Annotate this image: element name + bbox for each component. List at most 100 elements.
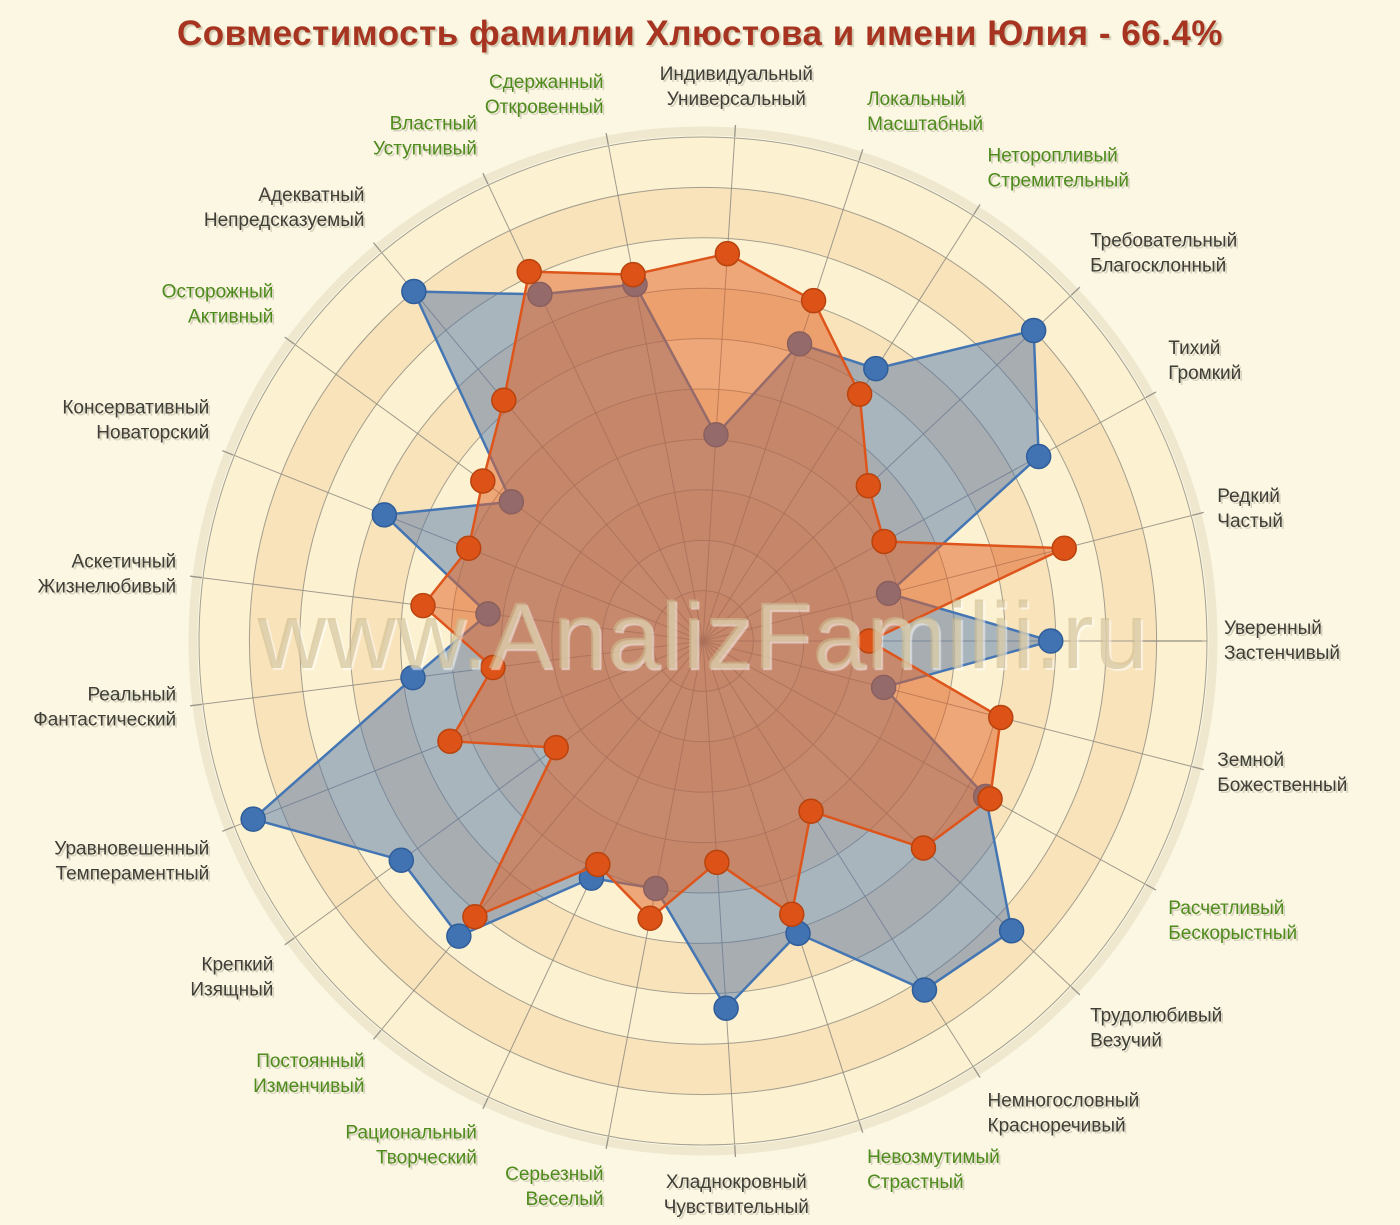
axis-label-8-word2: Бескорыстный xyxy=(1168,923,1298,945)
axis-tick xyxy=(1145,883,1157,891)
axis-tick xyxy=(1070,986,1081,996)
series-orange-point-10 xyxy=(798,798,824,824)
series-blue-point-10 xyxy=(911,977,938,1003)
axis-label-10-word1: Немногословный xyxy=(987,1090,1140,1112)
axis-label-21: Осторожный Активный xyxy=(162,279,274,329)
outer-halo xyxy=(188,126,1218,1156)
series-orange-point-2 xyxy=(846,381,873,407)
axis-label-5-word2: Частый xyxy=(1217,511,1284,533)
series-blue-point-20 xyxy=(371,502,398,528)
axis-tick xyxy=(284,937,295,946)
axis-tick xyxy=(605,133,610,146)
series-orange-point-1 xyxy=(800,287,827,314)
axis-label-13: Серьезный Веселый xyxy=(505,1162,603,1212)
axis-label-10: Немногословный Красноречивый xyxy=(988,1088,1140,1138)
axis-label-0-word2: Универсальный xyxy=(666,89,806,111)
axis-tick xyxy=(222,826,234,832)
axis-tick xyxy=(1070,286,1081,296)
axis-label-17-word2: Темпераментный xyxy=(55,863,210,885)
series-blue-point-17 xyxy=(240,806,266,832)
axis-label-10-word2: Красноречивый xyxy=(987,1115,1126,1137)
axis-label-22-word2: Непредсказуемый xyxy=(203,209,365,231)
axis-label-4-word1: Тихий xyxy=(1168,337,1221,359)
axis-label-3-word2: Благосклонный xyxy=(1090,255,1227,277)
axis-label-12: Хладнокровный Чувствительный xyxy=(664,1170,809,1220)
series-orange-point-23 xyxy=(516,258,542,285)
axis-label-16: Крепкий Изящный xyxy=(190,953,273,1003)
series-blue-point-4 xyxy=(1025,443,1052,470)
axis-label-23: Властный Уступчивый xyxy=(373,111,477,161)
axis-label-15-word1: Постоянный xyxy=(256,1051,365,1073)
axis-tick xyxy=(284,336,295,345)
axis-label-4-word2: Громкий xyxy=(1168,362,1242,384)
axis-label-20: Консервативный Новаторский xyxy=(62,396,209,446)
axis-tick xyxy=(482,172,489,185)
axis-label-23-word2: Уступчивый xyxy=(373,138,477,160)
axis-tick xyxy=(222,450,234,456)
series-orange-point-21 xyxy=(470,468,496,494)
axis-label-23-word1: Властный xyxy=(389,113,477,135)
axis-label-0: Индивидуальный Универсальный xyxy=(660,62,813,112)
axis-label-21-word2: Активный xyxy=(188,306,274,328)
axis-label-19-word1: Аскетичный xyxy=(71,551,177,573)
axis-tick xyxy=(858,149,864,161)
axis-label-24-word1: Сдержанный xyxy=(489,72,604,94)
axis-label-14: Рациональный Творческий xyxy=(345,1121,476,1171)
axis-label-12-word1: Хладнокровный xyxy=(665,1171,807,1193)
axis-label-3: Требовательный Благосклонный xyxy=(1090,228,1237,278)
series-orange-point-5 xyxy=(1051,535,1077,561)
series-orange-point-20 xyxy=(455,535,482,561)
series-orange-point-15 xyxy=(462,903,488,930)
axis-label-1: Локальный Масштабный xyxy=(867,87,983,137)
axis-label-24: Сдержанный Откровенный xyxy=(485,70,604,120)
axis-tick xyxy=(734,1144,737,1158)
axis-label-5-word1: Редкий xyxy=(1217,486,1280,508)
axis-label-16-word2: Изящный xyxy=(190,979,274,1001)
axis-label-2-word2: Стремительный xyxy=(987,170,1129,192)
series-blue-point-12 xyxy=(713,995,739,1021)
axis-label-13-word1: Серьезный xyxy=(505,1163,604,1185)
axis-label-9-word1: Трудолюбивый xyxy=(1090,1005,1223,1027)
axis-label-9-word2: Везучий xyxy=(1090,1030,1163,1052)
axis-label-18-word1: Реальный xyxy=(87,684,177,706)
axis-label-22-word1: Адекватный xyxy=(258,184,365,206)
series-orange-point-24 xyxy=(620,261,646,288)
series-blue-point-3 xyxy=(1020,317,1047,344)
axis-tick xyxy=(189,703,203,707)
axis-label-20-word1: Консервативный xyxy=(62,397,210,419)
series-orange-point-12 xyxy=(704,849,730,876)
axis-label-21-word1: Осторожный xyxy=(161,281,274,303)
axis-label-8: Расчетливый Бескорыстный xyxy=(1168,896,1297,946)
series-orange-point-8 xyxy=(977,786,1003,812)
series-blue-point-2 xyxy=(863,355,889,382)
axis-label-8-word1: Расчетливый xyxy=(1168,898,1285,920)
axis-tick xyxy=(372,1029,382,1040)
axis-label-16-word1: Крепкий xyxy=(201,954,274,976)
axis-label-11: Невозмутимый Страстный xyxy=(867,1145,1000,1195)
axis-label-11-word2: Страстный xyxy=(867,1172,964,1194)
axis-label-20-word2: Новаторский xyxy=(96,422,210,444)
series-orange-point-22 xyxy=(491,387,517,413)
series-blue-point-6 xyxy=(1038,628,1064,654)
axis-label-15: Постоянный Изменчивый xyxy=(253,1049,364,1099)
axis-label-6: Уверенный Застенчивый xyxy=(1224,616,1340,666)
axis-label-4: Тихий Громкий xyxy=(1168,336,1241,386)
axis-tick xyxy=(858,1121,864,1133)
axis-label-14-word2: Творческий xyxy=(376,1147,477,1169)
axis-tick xyxy=(734,124,737,138)
axis-label-1-word2: Масштабный xyxy=(867,113,984,135)
axis-tick xyxy=(1145,391,1157,399)
axis-label-7-word1: Земной xyxy=(1217,749,1285,771)
page-title: Совместимость фамилии Хлюстова и имени Ю… xyxy=(177,14,1223,53)
axis-label-19-word2: Жизнелюбивый xyxy=(37,576,177,598)
axis-label-24-word2: Откровенный xyxy=(484,97,604,119)
series-orange-point-19 xyxy=(410,592,436,619)
axis-tick xyxy=(372,242,382,253)
axis-label-14-word1: Рациональный xyxy=(345,1122,477,1144)
series-orange-point-3 xyxy=(855,472,882,499)
series-orange-point-13 xyxy=(637,905,663,931)
series-orange-point-0 xyxy=(714,240,741,267)
series-blue-point-9 xyxy=(998,918,1025,944)
axis-label-5: Редкий Частый xyxy=(1217,484,1283,534)
